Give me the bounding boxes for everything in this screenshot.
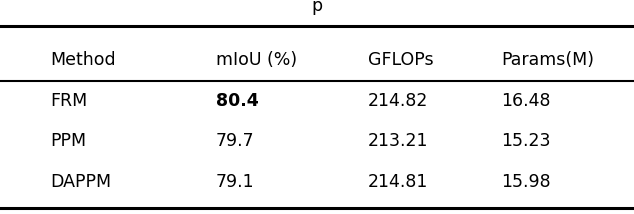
Text: 214.81: 214.81	[368, 173, 428, 191]
Text: 80.4: 80.4	[216, 92, 258, 110]
Text: 79.1: 79.1	[216, 173, 254, 191]
Text: 214.82: 214.82	[368, 92, 428, 110]
Text: 15.98: 15.98	[501, 173, 550, 191]
Text: GFLOPs: GFLOPs	[368, 51, 434, 69]
Text: 213.21: 213.21	[368, 132, 428, 150]
Text: FRM: FRM	[51, 92, 88, 110]
Text: p: p	[311, 0, 323, 15]
Text: 79.7: 79.7	[216, 132, 254, 150]
Text: DAPPM: DAPPM	[51, 173, 112, 191]
Text: mIoU (%): mIoU (%)	[216, 51, 297, 69]
Text: Params(M): Params(M)	[501, 51, 594, 69]
Text: Method: Method	[51, 51, 117, 69]
Text: 15.23: 15.23	[501, 132, 550, 150]
Text: PPM: PPM	[51, 132, 87, 150]
Text: 16.48: 16.48	[501, 92, 550, 110]
